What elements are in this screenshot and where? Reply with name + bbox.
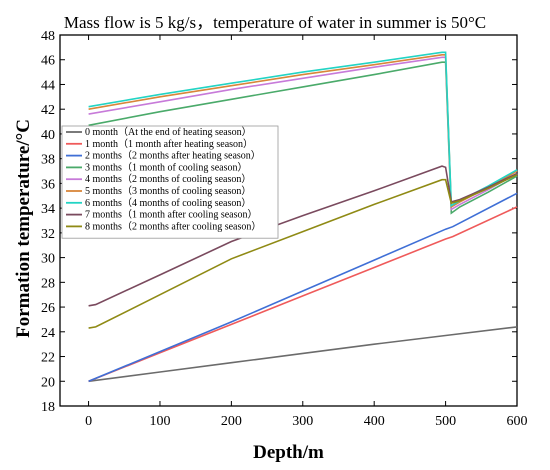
x-tick-label: 100 <box>149 414 170 429</box>
y-tick-label: 20 <box>41 375 55 390</box>
legend-label: 3 months（1 month of cooling season） <box>85 161 248 173</box>
legend-label: 8 months（2 months after cooling season） <box>85 220 261 232</box>
legend-label: 0 month（At the end of heating season） <box>85 126 252 138</box>
x-tick-label: 0 <box>85 414 92 429</box>
y-tick-label: 46 <box>41 54 55 69</box>
series-line-8 <box>88 173 518 329</box>
x-axis-title: Depth/m <box>253 442 324 463</box>
x-tick-label: 500 <box>435 414 456 429</box>
plot-frame <box>59 34 518 407</box>
y-tick-label: 18 <box>41 400 55 415</box>
y-tick-label: 24 <box>41 326 55 341</box>
y-tick-label: 44 <box>41 78 55 93</box>
y-tick-label: 38 <box>41 153 55 168</box>
legend-label: 4 months（2 months of cooling season） <box>85 173 251 185</box>
y-tick-label: 28 <box>41 276 55 291</box>
series-line-7 <box>88 165 518 307</box>
y-tick-label: 22 <box>41 351 55 366</box>
series-line-4 <box>88 56 518 211</box>
x-tick-label: 200 <box>221 414 242 429</box>
y-tick-label: 32 <box>41 227 55 242</box>
y-tick-label: 36 <box>41 177 55 192</box>
y-tick-label: 42 <box>41 103 55 118</box>
series-line-1 <box>88 206 518 383</box>
legend-label: 5 months（3 months of cooling season） <box>85 185 251 197</box>
y-tick-label: 26 <box>41 301 55 316</box>
y-tick-label: 30 <box>41 252 55 267</box>
y-axis-title: Formation temperature/°C <box>13 119 34 338</box>
legend-box <box>61 125 279 239</box>
x-tick-label: 400 <box>364 414 385 429</box>
legend-label: 6 months（4 months of cooling season） <box>85 197 251 209</box>
x-tick-label: 300 <box>292 414 313 429</box>
chart-title: Mass flow is 5 kg/s，temperature of water… <box>63 13 487 32</box>
y-tick-label: 34 <box>41 202 55 217</box>
x-tick-label: 600 <box>507 414 528 429</box>
y-tick-label: 40 <box>41 128 55 143</box>
legend-label: 2 months（2 months after heating season） <box>85 150 261 162</box>
legend-label: 7 months（1 month after cooling season） <box>85 209 257 221</box>
legend-label: 1 month（1 month after heating season） <box>85 138 253 150</box>
series-line-0 <box>88 326 518 383</box>
y-tick-label: 48 <box>41 29 55 44</box>
series-line-3 <box>88 61 518 215</box>
series-line-2 <box>88 192 518 383</box>
